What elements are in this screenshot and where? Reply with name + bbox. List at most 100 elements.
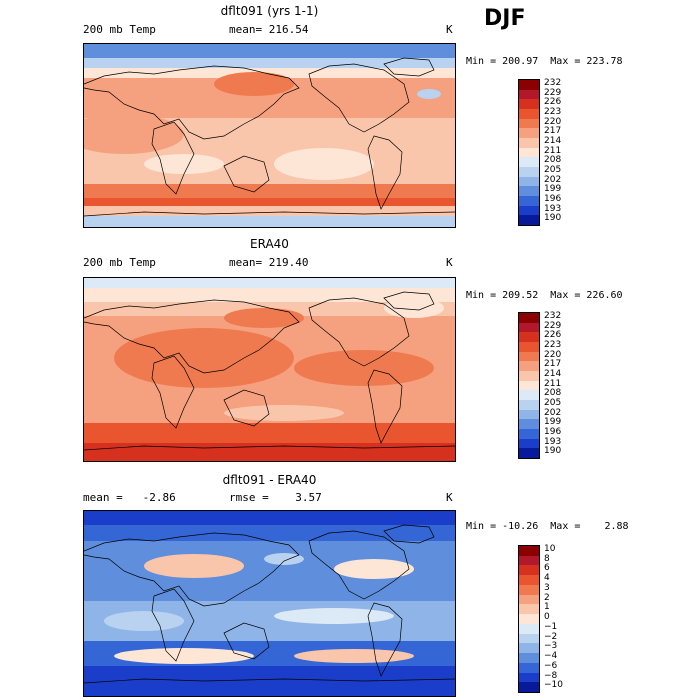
panel-2-title: ERA40 <box>250 237 289 251</box>
colorbar-swatch <box>519 147 539 158</box>
panel-1-left-label: 200 mb Temp <box>83 23 156 36</box>
colorbar-swatch <box>519 623 539 635</box>
colorbar-tick-label: 190 <box>544 446 562 457</box>
colorbar-tick-label: −6 <box>544 660 558 671</box>
panel-1-map <box>83 43 456 228</box>
panel-3-title: dflt091 - ERA40 <box>222 473 317 487</box>
colorbar-tick-label: 4 <box>544 573 550 584</box>
colorbar-swatch <box>519 342 539 353</box>
colorbar-tick-label: 196 <box>544 194 562 204</box>
colorbar-swatch <box>519 419 539 430</box>
colorbar-tick-label: 2 <box>544 592 550 603</box>
colorbar-swatch <box>519 604 539 615</box>
colorbar-tick-label: −4 <box>544 651 558 662</box>
colorbar-swatch <box>519 109 539 120</box>
colorbar-swatch <box>519 438 539 449</box>
colorbar-tick-label: −10 <box>544 680 563 691</box>
colorbar-tick-label: 220 <box>544 349 562 360</box>
colorbar-swatch <box>519 196 539 207</box>
colorbar-tick-label: 193 <box>544 203 562 214</box>
colorbar-tick-label: 6 <box>544 563 550 574</box>
panel-2-mean: mean= 219.40 <box>229 256 309 269</box>
colorbar-tick-label: 193 <box>544 436 562 447</box>
colorbar-tick-label: 232 <box>544 311 562 321</box>
colorbar-tick-label: 190 <box>544 213 562 224</box>
colorbar-tick-label: 223 <box>544 107 562 117</box>
colorbar-swatch <box>519 448 539 459</box>
panel-2-map <box>83 277 456 462</box>
colorbar-swatch <box>519 138 539 149</box>
colorbar-tick-label: 0 <box>544 612 550 623</box>
colorbar-swatch <box>519 662 539 674</box>
colorbar-swatch <box>519 575 539 586</box>
colorbar-tick-label: −1 <box>544 621 558 632</box>
colorbar-tick-label: 10 <box>544 544 556 554</box>
panel-3-rmse: rmse = 3.57 <box>229 491 322 504</box>
panel-2-colorbar <box>518 312 540 459</box>
colorbar-tick-label: 199 <box>544 184 562 195</box>
colorbar-tick-label: 217 <box>544 359 562 370</box>
season-label: DJF <box>484 6 526 31</box>
colorbar-tick-label: 202 <box>544 174 562 185</box>
colorbar-tick-label: 208 <box>544 155 562 166</box>
colorbar-swatch <box>519 205 539 216</box>
colorbar-swatch <box>519 565 539 576</box>
colorbar-swatch <box>519 546 539 557</box>
colorbar-tick-label: −8 <box>544 670 558 681</box>
colorbar-swatch <box>519 186 539 197</box>
colorbar-swatch <box>519 351 539 362</box>
colorbar-swatch <box>519 584 539 596</box>
colorbar-tick-label: 214 <box>544 369 562 379</box>
colorbar-tick-label: 1 <box>544 602 550 613</box>
colorbar-swatch <box>519 157 539 168</box>
colorbar-tick-label: 229 <box>544 87 562 98</box>
panel-2-units: K <box>446 256 453 269</box>
colorbar-swatch <box>519 682 539 693</box>
colorbar-swatch <box>519 128 539 139</box>
panel-3-map <box>83 510 456 697</box>
panel-1-stats: Min = 200.97 Max = 223.78 <box>466 56 623 67</box>
colorbar-swatch <box>519 215 539 226</box>
colorbar-swatch <box>519 118 539 129</box>
colorbar-swatch <box>519 390 539 401</box>
colorbar-swatch <box>519 167 539 178</box>
colorbar-tick-label: 220 <box>544 116 562 127</box>
panel-3-left-label: mean = -2.86 <box>83 491 176 504</box>
colorbar-swatch <box>519 400 539 411</box>
colorbar-swatch <box>519 653 539 664</box>
colorbar-tick-label: 232 <box>544 78 562 88</box>
colorbar-swatch <box>519 371 539 382</box>
panel-1-units: K <box>446 23 453 36</box>
colorbar-swatch <box>519 409 539 420</box>
colorbar-swatch <box>519 99 539 110</box>
colorbar-tick-label: 3 <box>544 582 550 593</box>
colorbar-swatch <box>519 594 539 605</box>
colorbar-tick-label: 8 <box>544 553 550 564</box>
panel-3-stats: Min = -10.26 Max = 2.88 <box>466 521 629 532</box>
colorbar-tick-label: 196 <box>544 427 562 437</box>
panel-3-colorbar <box>518 545 540 693</box>
colorbar-swatch <box>519 614 539 625</box>
colorbar-tick-label: 208 <box>544 388 562 399</box>
colorbar-tick-label: 223 <box>544 340 562 350</box>
colorbar-tick-label: −2 <box>544 631 558 642</box>
colorbar-swatch <box>519 380 539 391</box>
colorbar-tick-label: 226 <box>544 97 562 108</box>
colorbar-tick-label: 226 <box>544 330 562 341</box>
colorbar-swatch <box>519 643 539 654</box>
colorbar-swatch <box>519 633 539 644</box>
colorbar-swatch <box>519 332 539 343</box>
panel-1-title: dflt091 (yrs 1-1) <box>220 4 319 18</box>
colorbar-swatch <box>519 89 539 100</box>
colorbar-tick-label: 217 <box>544 126 562 137</box>
colorbar-tick-label: 205 <box>544 398 562 408</box>
colorbar-tick-label: 199 <box>544 417 562 428</box>
colorbar-swatch <box>519 429 539 440</box>
colorbar-swatch <box>519 672 539 683</box>
panel-1-mean: mean= 216.54 <box>229 23 309 36</box>
panel-1-colorbar <box>518 79 540 226</box>
colorbar-tick-label: 205 <box>544 165 562 175</box>
colorbar-tick-label: 211 <box>544 145 562 156</box>
colorbar-tick-label: 211 <box>544 378 562 389</box>
colorbar-swatch <box>519 313 539 324</box>
